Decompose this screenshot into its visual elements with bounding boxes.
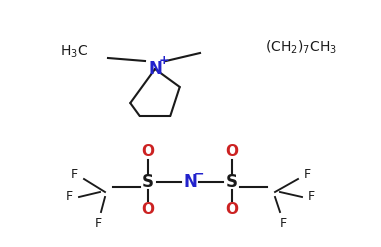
Text: F: F (308, 190, 315, 204)
Text: N: N (148, 60, 162, 78)
Text: F: F (71, 168, 78, 182)
Text: H$_3$C: H$_3$C (60, 44, 88, 60)
Text: (CH$_2$)$_7$CH$_3$: (CH$_2$)$_7$CH$_3$ (265, 38, 337, 56)
Text: +: + (159, 55, 169, 67)
Text: F: F (304, 168, 311, 182)
Text: −: − (194, 167, 204, 181)
Text: O: O (141, 144, 155, 160)
Text: S: S (142, 173, 154, 191)
Text: S: S (226, 173, 238, 191)
Text: O: O (226, 202, 239, 217)
Text: O: O (141, 202, 155, 217)
Text: F: F (66, 190, 73, 204)
Text: F: F (94, 217, 102, 230)
Text: N: N (183, 173, 197, 191)
Text: F: F (279, 217, 287, 230)
Text: O: O (226, 144, 239, 160)
